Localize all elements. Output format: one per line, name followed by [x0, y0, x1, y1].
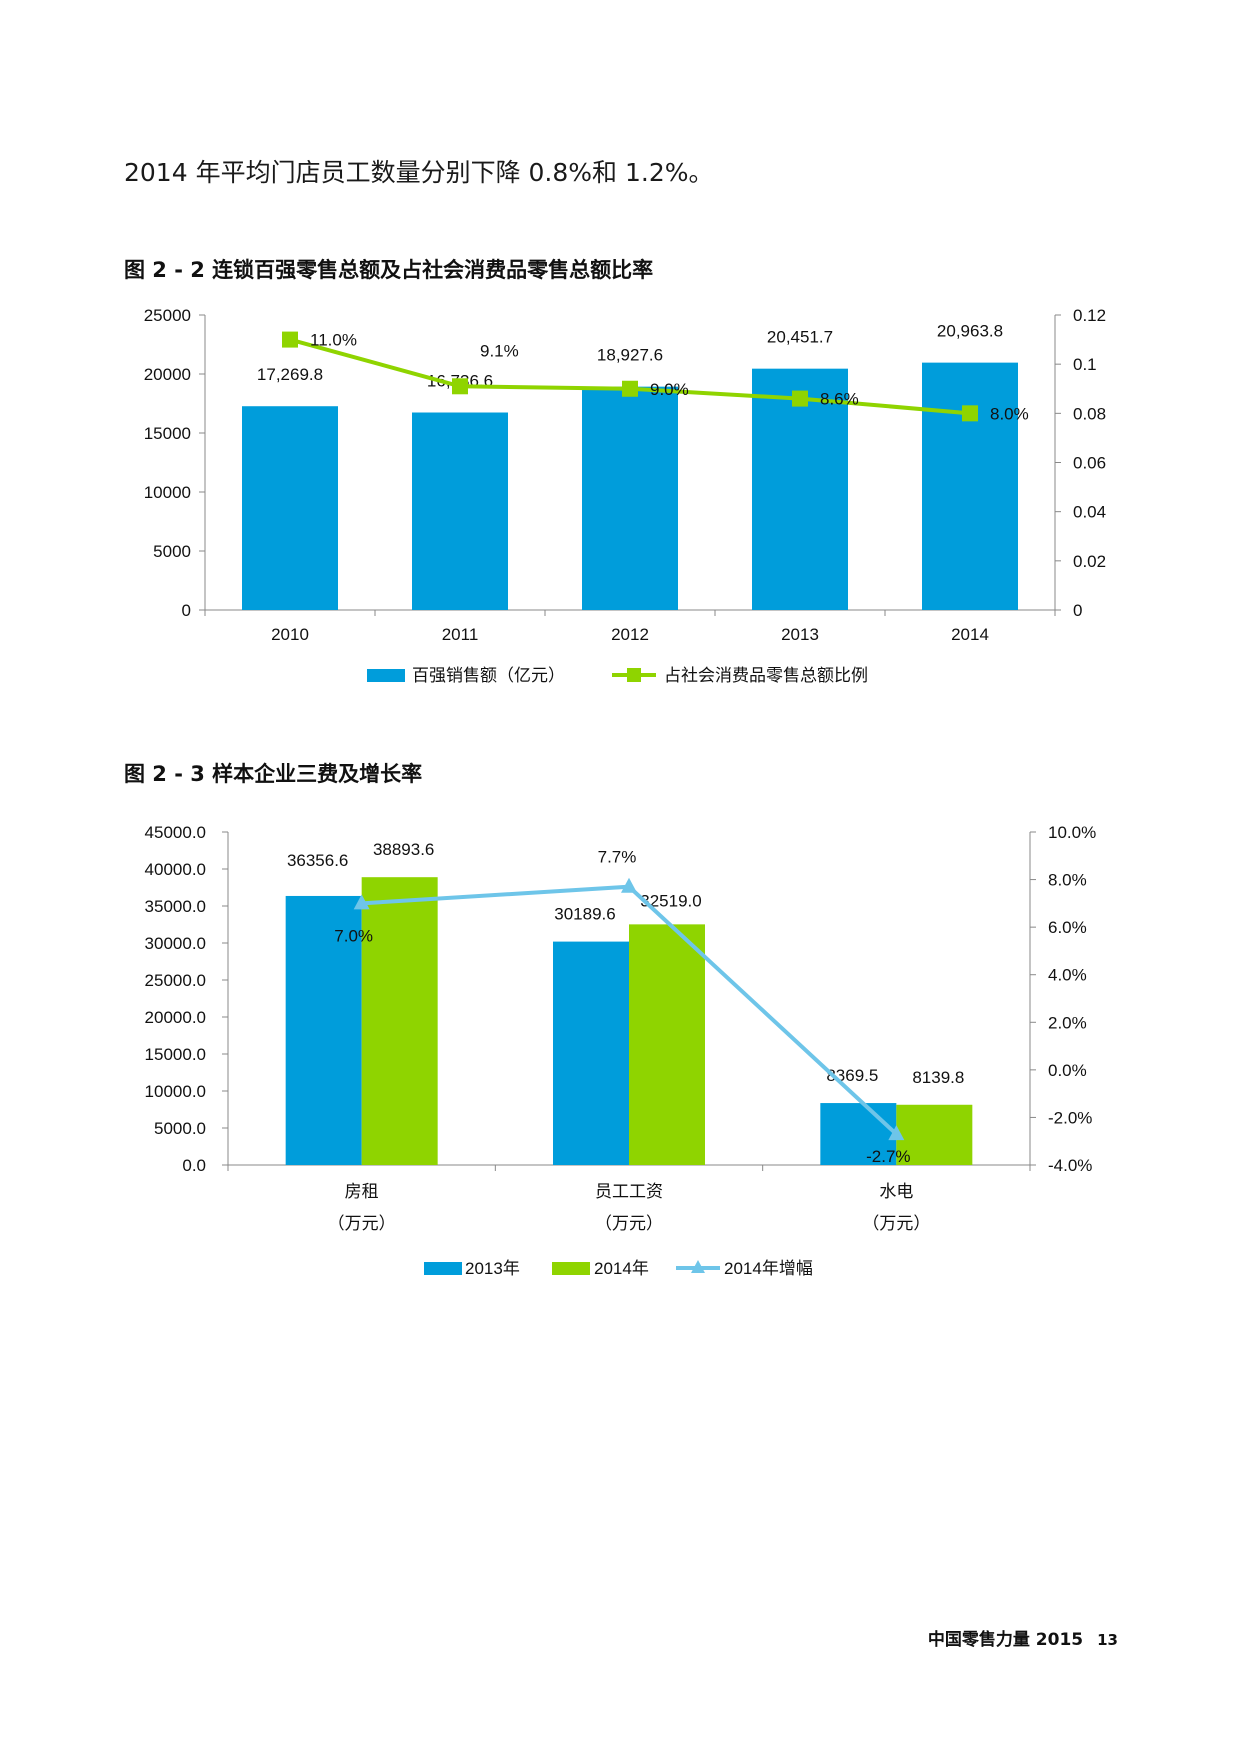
footer-publication: 中国零售力量 2015: [927, 1630, 1084, 1650]
x-tick-label: 2011: [442, 625, 479, 644]
y-left-tick-label: 45000.0: [145, 823, 206, 842]
x-tick-unit-label: （万元）: [328, 1214, 396, 1233]
x-tick-unit-label: （万元）: [862, 1214, 930, 1233]
y-left-tick-label: 0.0: [182, 1156, 206, 1175]
intro-text: 2014 年平均门店员工数量分别下降 0.8%和 1.2%。: [124, 158, 714, 187]
y-right-tick-label: 0.1: [1073, 355, 1097, 374]
bar-data-label: 36356.6: [287, 851, 348, 870]
y-right-tick-label: 4.0%: [1048, 966, 1087, 985]
y-left-tick-label: 25000: [144, 306, 191, 325]
bar: [582, 386, 678, 610]
line-data-label: 7.0%: [334, 926, 373, 945]
y-right-tick-label: 0.04: [1073, 503, 1106, 522]
line-marker: [888, 1125, 905, 1141]
line-marker: [962, 405, 978, 422]
y-left-tick-label: 20000.0: [145, 1008, 206, 1027]
x-tick-label: 2013: [781, 625, 819, 644]
x-tick-label: 房租: [345, 1182, 379, 1201]
y-left-tick-label: 10000.0: [145, 1082, 206, 1101]
line-data-label: 9.0%: [650, 380, 689, 399]
line-data-label: 11.0%: [310, 331, 357, 350]
y-right-tick-label: -2.0%: [1048, 1108, 1092, 1127]
bar-2013: [820, 1103, 897, 1165]
bar: [242, 406, 338, 610]
line-data-label: 8.0%: [990, 404, 1029, 423]
bar: [922, 362, 1018, 610]
bar-2014: [361, 877, 438, 1165]
legend-swatch-bar: [367, 669, 405, 682]
y-left-tick-label: 10000: [144, 483, 191, 502]
bar-data-label: 20,963.8: [937, 322, 1003, 341]
legend-label: 2014年: [594, 1259, 649, 1278]
legend-swatch-marker: [627, 668, 641, 682]
y-right-tick-label: 0.12: [1073, 306, 1106, 325]
legend-swatch-bar-2014: [552, 1262, 590, 1275]
bar-data-label: 32519.0: [640, 891, 701, 910]
y-left-tick-label: 35000.0: [145, 897, 206, 916]
legend-swatch-bar-2013: [424, 1262, 462, 1275]
y-left-tick-label: 15000.0: [145, 1045, 206, 1064]
y-right-tick-label: 0.0%: [1048, 1061, 1087, 1080]
chart-2-2: 0 5000 10000 15000 20000 25000 0 0.02 0.04 0.06 0.…: [144, 306, 1106, 685]
y-left-tick-label: 20000: [144, 365, 191, 384]
y-left-tick-label: 30000.0: [145, 934, 206, 953]
x-tick-label: 2014: [951, 625, 989, 644]
y-right-tick-label: 10.0%: [1048, 823, 1096, 842]
y-right-tick-label: 0.08: [1073, 404, 1106, 423]
line-marker: [282, 331, 298, 348]
bar-data-label: 20,451.7: [767, 328, 833, 347]
x-tick-label: 2010: [271, 625, 309, 644]
y-right-tick-label: 6.0%: [1048, 918, 1087, 937]
y-right-tick-label: -4.0%: [1048, 1156, 1092, 1175]
bar-2013: [285, 895, 362, 1165]
bar-data-label: 30189.6: [554, 905, 615, 924]
bar: [752, 368, 848, 610]
legend-label: 2013年: [465, 1259, 520, 1278]
y-left-tick-label: 40000.0: [145, 860, 206, 879]
bar-2013: [553, 941, 629, 1165]
line-marker: [792, 390, 808, 407]
bar: [412, 412, 508, 610]
chart-2-3: 0.0 5000.0 10000.0 15000.0 20000.0 25000.0 300…: [145, 823, 1097, 1278]
figure-2-2-title: 图 2 - 2 连锁百强零售总额及占社会消费品零售总额比率: [124, 258, 654, 282]
y-left-tick-label: 0: [182, 601, 191, 620]
line-data-label: 8.6%: [820, 390, 859, 409]
figure-2-3-title: 图 2 - 3 样本企业三费及增长率: [124, 762, 423, 786]
bar-2014: [896, 1104, 973, 1165]
x-tick-unit-label: （万元）: [595, 1214, 663, 1233]
bar-data-label: 18,927.6: [597, 346, 663, 365]
legend-label: 2014年增幅: [724, 1259, 813, 1278]
page-footer: 中国零售力量 2015 13: [928, 1625, 1118, 1650]
legend-label: 占社会消费品零售总额比例: [664, 666, 868, 685]
x-tick-label: 水电: [879, 1182, 913, 1201]
y-right-tick-label: 2.0%: [1048, 1013, 1087, 1032]
bar-data-label: 8139.8: [912, 1068, 964, 1087]
x-tick-label: 员工工资: [595, 1182, 663, 1201]
legend-label: 百强销售额（亿元）: [412, 666, 565, 685]
bar-2014: [629, 924, 705, 1165]
y-left-tick-label: 5000.0: [154, 1119, 206, 1138]
x-tick-label: 2012: [611, 625, 649, 644]
y-left-tick-label: 5000: [153, 542, 191, 561]
page-number: 13: [1097, 1631, 1118, 1649]
line-data-label: 9.1%: [480, 341, 519, 360]
line-marker: [452, 378, 468, 395]
y-right-tick-label: 0.06: [1073, 454, 1106, 473]
bar-data-label: 17,269.8: [257, 365, 323, 384]
legend-swatch-marker: [691, 1260, 705, 1273]
line-marker: [621, 877, 637, 893]
line-data-label: 7.7%: [598, 848, 637, 867]
bar-data-label: 38893.6: [373, 840, 434, 859]
line-marker: [353, 894, 370, 910]
y-right-tick-label: 0: [1073, 601, 1082, 620]
line-data-label: -2.7%: [866, 1147, 910, 1166]
y-left-tick-label: 15000: [144, 424, 191, 443]
y-right-tick-label: 0.02: [1073, 552, 1106, 571]
line-marker: [622, 380, 638, 397]
y-right-tick-label: 8.0%: [1048, 871, 1087, 890]
y-left-tick-label: 25000.0: [145, 971, 206, 990]
